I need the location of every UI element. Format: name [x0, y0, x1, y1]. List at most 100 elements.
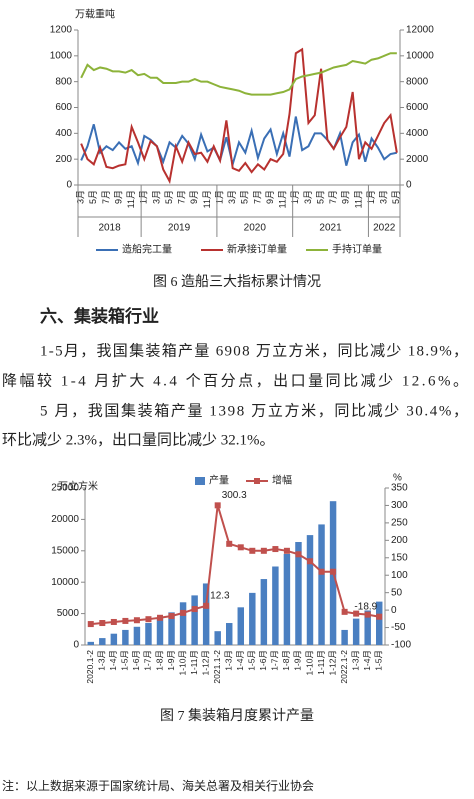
x-tick-label: 9月: [341, 190, 351, 204]
marker: [260, 547, 267, 554]
x-tick-label: 7月: [177, 190, 187, 204]
bar: [272, 566, 279, 645]
value-label: -18.9: [354, 601, 377, 612]
marker: [133, 617, 140, 624]
y-tick-label: 10000: [51, 577, 79, 588]
y-tick-label: 5000: [57, 608, 80, 619]
x-tick-label: 1-12月: [200, 650, 210, 676]
legend-swatch: [195, 477, 205, 485]
axis-unit: %: [393, 473, 402, 484]
marker: [318, 568, 325, 575]
x-tick-label: 1-3月: [97, 650, 107, 671]
bar: [318, 524, 325, 645]
x-tick-label: 2021.1-2: [212, 650, 222, 684]
marker: [341, 608, 348, 615]
bar: [341, 629, 348, 645]
marker: [99, 620, 106, 627]
marker: [87, 621, 94, 628]
caption: 图 7 集装箱月度累计产量: [160, 707, 314, 724]
bar: [156, 617, 164, 645]
y-tick-label: 0: [73, 640, 79, 651]
x-tick-label: 1-8月: [281, 650, 291, 671]
x-tick-label: 1月: [139, 190, 149, 204]
y-tick-label: 400: [55, 128, 72, 139]
bar: [110, 633, 118, 645]
x-tick-label: 5月: [88, 190, 98, 204]
x-tick-label: 1-11月: [189, 650, 199, 675]
x-tick-label: 1-9月: [166, 650, 176, 671]
marker: [168, 613, 175, 620]
y-tick-label: 0: [406, 180, 412, 191]
marker: [110, 618, 117, 625]
x-tick-label: 7月: [328, 190, 338, 204]
bar: [352, 618, 360, 645]
bar: [179, 602, 187, 645]
bar: [237, 607, 244, 645]
x-tick-label: 3月: [76, 190, 86, 204]
y-tick-label: 150: [391, 552, 408, 563]
marker: [295, 551, 302, 558]
x-tick-label: 1-3月: [350, 650, 360, 671]
x-tick-label: 9月: [189, 190, 199, 204]
x-tick-label: 1-10月: [177, 650, 187, 676]
y-tick-label: 600: [55, 102, 72, 113]
x-tick-label: 1-8月: [154, 650, 164, 671]
y-tick-label: -100: [391, 640, 411, 651]
legend-label: 增幅: [272, 474, 292, 487]
group-label: 2020: [244, 223, 267, 234]
group-label: 2022: [373, 223, 396, 234]
marker: [283, 547, 290, 554]
x-tick-label: 1-7月: [270, 650, 280, 671]
x-tick-label: 1-6月: [131, 650, 141, 671]
bar: [122, 629, 129, 645]
value-label: 12.3: [210, 590, 230, 601]
y-tick-label: 4000: [406, 128, 429, 139]
y-tick-label: -50: [391, 622, 406, 633]
y-tick-label: 10000: [406, 50, 434, 61]
bar: [260, 579, 268, 645]
x-tick-label: 3月: [151, 190, 161, 204]
x-tick-label: 1-9月: [293, 650, 303, 671]
x-tick-label: 5月: [391, 190, 401, 204]
line: [80, 52, 397, 96]
marker: [157, 614, 163, 621]
y-tick-label: 0: [391, 605, 397, 616]
x-tick-label: 11月: [202, 190, 212, 208]
x-tick-label: 1-10月: [304, 650, 314, 676]
caption: 图 6 造船三大指标累计情况: [153, 274, 321, 290]
y-tick-label: 12000: [406, 25, 434, 36]
y-tick-label: 300: [391, 500, 408, 511]
x-tick-label: 7月: [252, 190, 262, 204]
x-tick-label: 1月: [214, 190, 224, 204]
x-tick-label: 11月: [353, 190, 363, 208]
paragraph-line: 环比减少 2.3%，出口量同比减少 32.1%。: [2, 431, 275, 448]
y-tick-label: 200: [391, 535, 408, 546]
bar: [99, 638, 106, 645]
value-label: 300.3: [222, 490, 247, 501]
paragraph-line: 1-5月，我国集装箱产量 6908 万立方米，同比减少 18.9%，: [40, 342, 468, 359]
x-tick-label: 5月: [164, 190, 174, 204]
x-tick-label: 7月: [101, 190, 111, 204]
x-tick-label: 5月: [315, 190, 325, 204]
legend-label: 手持订单量: [332, 243, 382, 256]
marker: [353, 610, 360, 617]
x-tick-label: 2022.1-2: [339, 650, 349, 684]
marker: [272, 546, 279, 553]
x-tick-label: 1-12月: [327, 650, 337, 676]
axis-unit: 万立方米: [58, 480, 98, 493]
group-label: 2019: [168, 223, 191, 234]
bar: [295, 542, 302, 645]
y-tick-label: 250: [391, 518, 408, 529]
x-tick-label: 1-7月: [143, 650, 153, 671]
marker: [180, 609, 187, 616]
x-tick-label: 1-3月: [223, 650, 233, 671]
x-tick-label: 3月: [303, 190, 313, 204]
y-tick-label: 20000: [51, 514, 79, 525]
bar: [283, 553, 291, 645]
bar: [249, 592, 256, 645]
x-tick-label: 9月: [265, 190, 275, 204]
marker: [376, 613, 383, 620]
bar: [364, 610, 371, 645]
y-tick-label: 350: [391, 483, 408, 494]
